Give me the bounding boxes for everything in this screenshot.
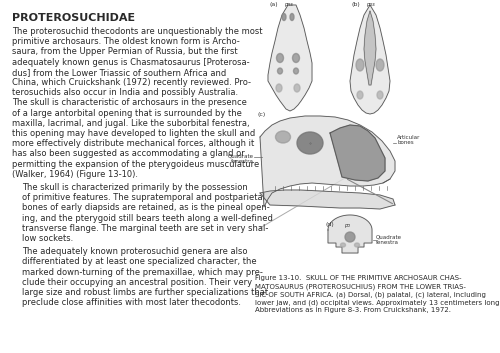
Text: of primitive features. The supratemporal and postparietal: of primitive features. The supratemporal… bbox=[22, 193, 265, 202]
Text: terosuchids also occur in India and possibly Australia.: terosuchids also occur in India and poss… bbox=[12, 88, 238, 97]
Text: SIC OF SOUTH AFRICA. (a) Dorsal, (b) palatal, (c) lateral, including: SIC OF SOUTH AFRICA. (a) Dorsal, (b) pal… bbox=[255, 291, 486, 298]
Text: pns: pns bbox=[284, 2, 293, 7]
Text: Quadrate
fenestra: Quadrate fenestra bbox=[228, 154, 254, 164]
Text: has also been suggested as accommodating a gland or: has also been suggested as accommodating… bbox=[12, 149, 245, 158]
Text: preclude close affinities with most later thecodonts.: preclude close affinities with most late… bbox=[22, 298, 241, 307]
Text: Quadrate
fenestra: Quadrate fenestra bbox=[376, 235, 402, 245]
Polygon shape bbox=[350, 5, 390, 114]
Text: clude their occupying an ancestral position. Their very: clude their occupying an ancestral posit… bbox=[22, 278, 252, 287]
Text: more effectively distribute mechanical forces, although it: more effectively distribute mechanical f… bbox=[12, 139, 254, 148]
Text: (c): (c) bbox=[258, 112, 266, 117]
Text: low sockets.: low sockets. bbox=[22, 234, 73, 243]
Polygon shape bbox=[364, 11, 376, 85]
Text: adequately known genus is Chasmatosaurus [Proterosa-: adequately known genus is Chasmatosaurus… bbox=[12, 58, 250, 67]
Text: po: po bbox=[344, 223, 350, 228]
Polygon shape bbox=[260, 190, 395, 209]
Text: (b): (b) bbox=[351, 2, 360, 7]
Text: lower jaw, and (d) occipital views. Approximately 13 centimeters long.: lower jaw, and (d) occipital views. Appr… bbox=[255, 299, 500, 305]
Ellipse shape bbox=[292, 54, 300, 62]
Ellipse shape bbox=[376, 59, 384, 71]
Text: saura, from the Upper Permian of Russia, but the first: saura, from the Upper Permian of Russia,… bbox=[12, 47, 237, 56]
Text: PROTEROSUCHIDAE: PROTEROSUCHIDAE bbox=[12, 13, 135, 23]
Ellipse shape bbox=[354, 243, 360, 247]
Text: bones of early diapsids are retained, as is the pineal open-: bones of early diapsids are retained, as… bbox=[22, 203, 270, 213]
Ellipse shape bbox=[276, 54, 283, 62]
Ellipse shape bbox=[357, 91, 363, 99]
Text: China, which Cruickshank (1972) recently reviewed. Pro-: China, which Cruickshank (1972) recently… bbox=[12, 78, 251, 87]
Ellipse shape bbox=[345, 232, 355, 242]
Text: pns: pns bbox=[366, 2, 375, 7]
Ellipse shape bbox=[282, 13, 286, 20]
Text: Figure 13-10.  SKULL OF THE PRIMITIVE ARCHOSAUR CHAS-: Figure 13-10. SKULL OF THE PRIMITIVE ARC… bbox=[255, 275, 462, 281]
Text: large size and robust limbs are further specializations that: large size and robust limbs are further … bbox=[22, 288, 268, 297]
Text: ing, and the pterygoid still bears teeth along a well-defined: ing, and the pterygoid still bears teeth… bbox=[22, 214, 273, 223]
Text: (Walker, 1964) (Figure 13-10).: (Walker, 1964) (Figure 13-10). bbox=[12, 170, 138, 179]
Ellipse shape bbox=[294, 84, 300, 92]
Text: The adequately known proterosuchid genera are also: The adequately known proterosuchid gener… bbox=[22, 247, 248, 256]
Polygon shape bbox=[260, 116, 395, 207]
Text: permitting the expansion of the pterygoideus musculature: permitting the expansion of the pterygoi… bbox=[12, 160, 259, 169]
Text: Abbreviations as in Figure 8-3. From Cruickshank, 1972.: Abbreviations as in Figure 8-3. From Cru… bbox=[255, 307, 451, 313]
Text: this opening may have developed to lighten the skull and: this opening may have developed to light… bbox=[12, 129, 256, 138]
Ellipse shape bbox=[278, 68, 282, 74]
Text: transverse flange. The marginal teeth are set in very shal-: transverse flange. The marginal teeth ar… bbox=[22, 224, 268, 233]
Text: primitive archosaurs. The oldest known form is Archo-: primitive archosaurs. The oldest known f… bbox=[12, 37, 240, 46]
Ellipse shape bbox=[377, 91, 383, 99]
Text: dus] from the Lower Triassic of southern Africa and: dus] from the Lower Triassic of southern… bbox=[12, 68, 226, 77]
Text: (a): (a) bbox=[270, 2, 278, 7]
Text: of a large antorbital opening that is surrounded by the: of a large antorbital opening that is su… bbox=[12, 109, 242, 118]
Ellipse shape bbox=[294, 68, 298, 74]
Text: The proterosuchid thecodonts are unquestionably the most: The proterosuchid thecodonts are unquest… bbox=[12, 27, 262, 36]
Ellipse shape bbox=[340, 243, 345, 247]
Polygon shape bbox=[330, 125, 385, 181]
Polygon shape bbox=[268, 5, 312, 111]
Text: marked down-turning of the premaxillae, which may pre-: marked down-turning of the premaxillae, … bbox=[22, 268, 263, 277]
Text: MATOSAURUS (PROTEROSUCHIUS) FROM THE LOWER TRIAS-: MATOSAURUS (PROTEROSUCHIUS) FROM THE LOW… bbox=[255, 283, 466, 289]
Ellipse shape bbox=[290, 13, 294, 20]
Ellipse shape bbox=[356, 59, 364, 71]
Ellipse shape bbox=[276, 131, 290, 143]
Ellipse shape bbox=[297, 132, 323, 154]
Ellipse shape bbox=[276, 84, 282, 92]
Text: (d): (d) bbox=[325, 222, 334, 227]
Text: The skull is characterized primarily by the possession: The skull is characterized primarily by … bbox=[22, 183, 248, 192]
Polygon shape bbox=[328, 215, 372, 253]
Text: differentiated by at least one specialized character, the: differentiated by at least one specializ… bbox=[22, 257, 256, 267]
Text: The skull is characteristic of archosaurs in the presence: The skull is characteristic of archosaur… bbox=[12, 98, 247, 107]
Text: Articular
bones: Articular bones bbox=[397, 134, 420, 145]
Text: maxilla, lacrimal, and jugal. Like the suborbital fenestra,: maxilla, lacrimal, and jugal. Like the s… bbox=[12, 119, 250, 128]
